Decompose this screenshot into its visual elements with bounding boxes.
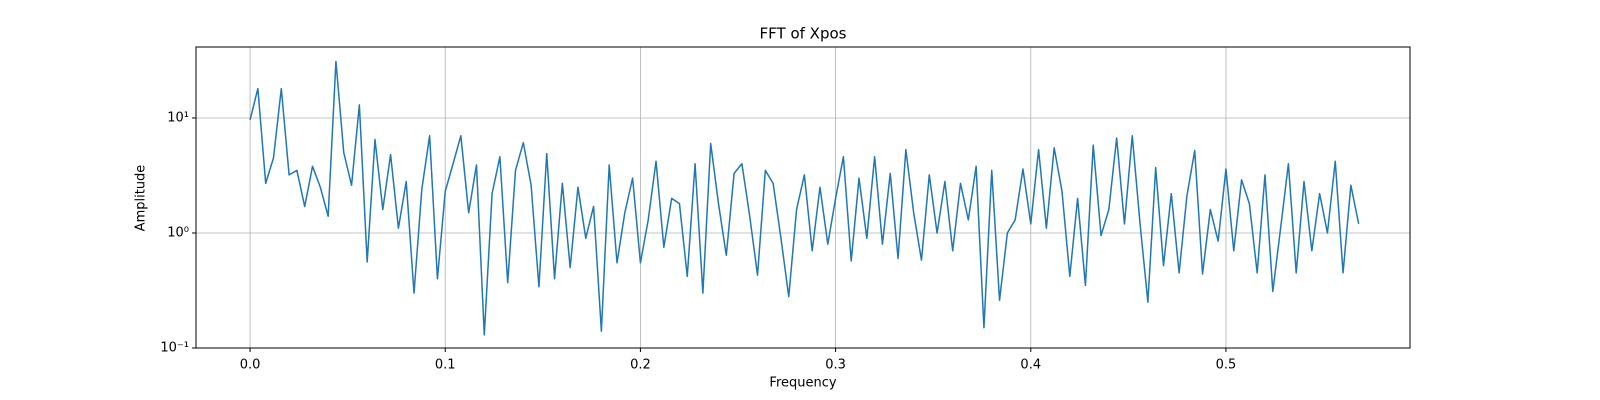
x-tick-label: 0.3 — [825, 358, 846, 373]
y-axis-label: Amplitude — [134, 165, 149, 232]
x-axis-label: Frequency — [769, 376, 836, 391]
x-tick-label: 0.0 — [240, 358, 261, 373]
y-tick-label: 10⁰ — [167, 225, 189, 240]
plot-frame — [195, 46, 1411, 349]
data-line — [249, 60, 1360, 336]
y-tick-label: 10¹ — [167, 110, 189, 125]
y-tick-label: 10⁻¹ — [160, 341, 189, 356]
x-tick-label: 0.4 — [1020, 358, 1041, 373]
x-tick-label: 0.2 — [630, 358, 651, 373]
chart-title: FFT of Xpos — [760, 25, 847, 43]
x-tick-label: 0.1 — [435, 358, 456, 373]
x-tick-label: 0.5 — [1216, 358, 1237, 373]
